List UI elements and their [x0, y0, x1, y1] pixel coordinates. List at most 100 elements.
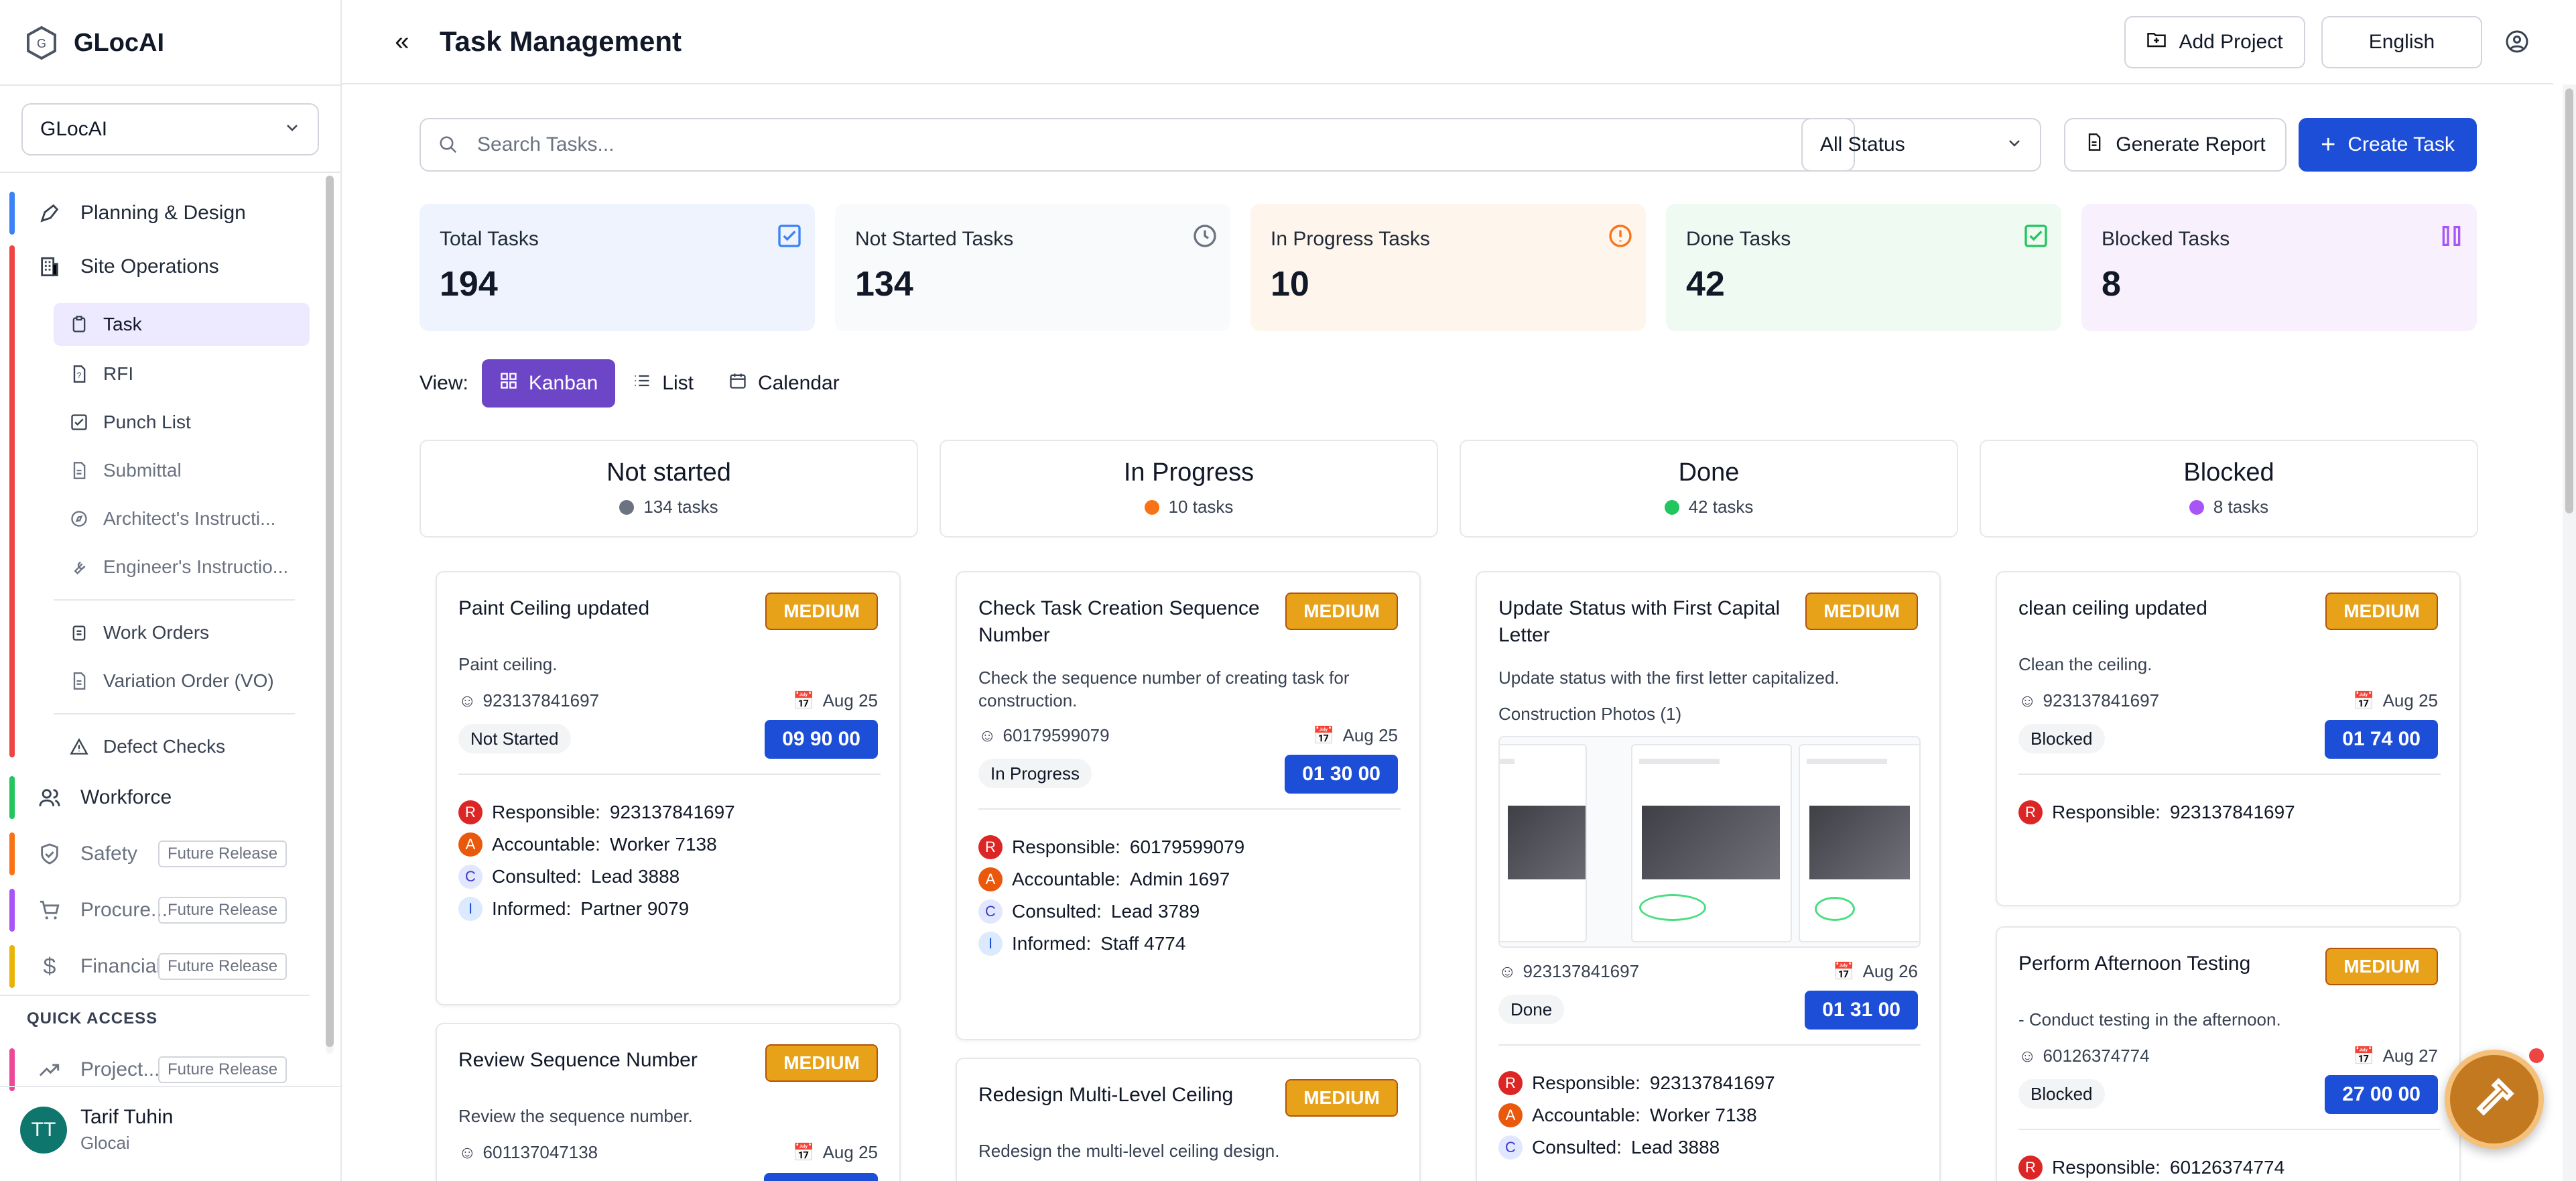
sidebar-subitem-defect-checks[interactable]: Defect Checks: [54, 725, 310, 768]
user-profile[interactable]: TT Tarif Tuhin Glocai: [20, 1106, 173, 1154]
calendar-icon: [728, 371, 747, 395]
header-scroll-gutter: [2553, 0, 2576, 84]
user-name: Tarif Tuhin: [80, 1106, 173, 1129]
assistant-fab-button[interactable]: [2445, 1050, 2544, 1149]
sidebar-subitem-rfi[interactable]: ? RFI: [54, 353, 310, 395]
annotation-circle: [1815, 897, 1855, 921]
consulted-badge: C: [458, 865, 482, 889]
task-card[interactable]: Update Status with First Capital Letter …: [1476, 571, 1941, 1181]
sidebar-item-label: Site Operations: [80, 255, 219, 278]
scrollbar-thumb[interactable]: [2565, 88, 2573, 513]
sidebar-subitem-task[interactable]: Task: [54, 303, 310, 346]
task-assignee: ☺ 923137841697: [458, 690, 599, 711]
task-card[interactable]: clean ceiling updated MEDIUM Clean the c…: [1996, 571, 2461, 906]
sidebar-item-financial[interactable]: $ Financial Future Release: [0, 945, 323, 988]
glocai-logo-icon: G: [24, 25, 59, 60]
task-due-date: 📅 Aug 25: [1313, 725, 1398, 746]
page-scrollbar[interactable]: [2563, 84, 2576, 1181]
photo-caption-line: [1807, 759, 1887, 764]
sidebar-item-procurement[interactable]: Procure... Future Release: [0, 889, 323, 932]
stat-label: Blocked Tasks: [2102, 228, 2457, 251]
stat-value: 10: [1271, 264, 1626, 304]
informed-badge: I: [978, 932, 1003, 956]
task-code-badge: 01 30 00: [1285, 755, 1398, 794]
photo-thumbnail[interactable]: [1498, 744, 1587, 942]
column-header-done: Done 42 tasks: [1460, 440, 1958, 538]
calendar-icon: 📅: [1833, 961, 1854, 982]
sidebar-subitem-work-orders[interactable]: Work Orders: [54, 611, 310, 654]
raci-value: Admin 1697: [1130, 869, 1230, 890]
task-due-date: 📅 Aug 25: [793, 1142, 878, 1163]
task-assignee: ☺ 923137841697: [2018, 690, 2159, 711]
view-list-button[interactable]: List: [615, 359, 711, 408]
avatar: TT: [20, 1107, 67, 1154]
status-dot: [2189, 500, 2204, 515]
raci-value: Lead 3888: [591, 866, 680, 887]
brand[interactable]: G GLocAI: [24, 24, 164, 62]
add-project-button[interactable]: Add Project: [2124, 16, 2305, 68]
due-date-text: Aug 26: [1863, 961, 1918, 982]
task-card[interactable]: Paint Ceiling updated MEDIUM Paint ceili…: [436, 571, 901, 1005]
photo-image: [1508, 806, 1587, 879]
assignee-phone: 60126374774: [2043, 1046, 2150, 1066]
scrollbar-thumb[interactable]: [326, 176, 334, 1047]
task-assignee: ☺ 601137047138: [458, 1142, 598, 1163]
sidebar-subitem-submittal[interactable]: Submittal: [54, 449, 310, 492]
sidebar-item-planning[interactable]: Planning & Design: [0, 192, 323, 235]
consulted-badge: C: [978, 899, 1003, 924]
main-content: Search Tasks... All Status Generate Repo…: [343, 86, 2561, 1181]
compass-icon: [68, 508, 90, 530]
create-task-button[interactable]: + Create Task: [2299, 118, 2477, 172]
sidebar-subitem-engineers-instructions[interactable]: Engineer's Instructio...: [54, 546, 310, 588]
view-calendar-button[interactable]: Calendar: [711, 359, 857, 408]
task-card[interactable]: Perform Afternoon Testing MEDIUM - Condu…: [1996, 926, 2461, 1181]
card-divider: [458, 773, 881, 775]
raci-label: Responsible:: [492, 802, 600, 823]
alert-triangle-icon: [68, 736, 90, 757]
nav-divider: [54, 713, 295, 714]
status-filter-select[interactable]: All Status: [1801, 118, 2041, 172]
sidebar-scrollbar[interactable]: [326, 176, 334, 1054]
sidebar-item-projects[interactable]: Project... Future Release: [0, 1048, 323, 1091]
accountable-badge: A: [1498, 1103, 1523, 1127]
view-label: View:: [420, 372, 468, 395]
status-dot: [1665, 500, 1679, 515]
view-kanban-button[interactable]: Kanban: [482, 359, 615, 408]
priority-badge: MEDIUM: [765, 1044, 878, 1082]
task-card[interactable]: Check Task Creation Sequence Number MEDI…: [956, 571, 1421, 1040]
sidebar-item-site-operations[interactable]: Site Operations: [0, 245, 323, 288]
photo-thumbnail[interactable]: [1799, 744, 1921, 942]
due-date-text: Aug 25: [2383, 690, 2438, 711]
task-due-date: 📅 Aug 25: [793, 690, 878, 711]
raci-label: Accountable:: [492, 834, 600, 855]
stat-label: Not Started Tasks: [855, 228, 1210, 251]
project-select[interactable]: GLocAI: [21, 103, 319, 156]
raci-value: 60179599079: [1130, 836, 1244, 858]
column-count-text: 134 tasks: [643, 497, 718, 517]
sidebar-item-workforce[interactable]: Workforce: [0, 776, 323, 819]
sidebar-item-safety[interactable]: Safety Future Release: [0, 832, 323, 875]
language-button[interactable]: English: [2321, 16, 2482, 68]
collapse-sidebar-icon[interactable]: «: [389, 28, 415, 55]
photo-thumbnail[interactable]: [1631, 744, 1792, 942]
task-card[interactable]: Redesign Multi-Level Ceiling MEDIUM Rede…: [956, 1058, 1421, 1181]
task-description: Clean the ceiling.: [2018, 653, 2441, 676]
raci-value: Lead 3789: [1111, 901, 1200, 922]
generate-report-button[interactable]: Generate Report: [2064, 118, 2287, 172]
check-square-icon: [776, 223, 803, 249]
task-card[interactable]: Review Sequence Number MEDIUM Review the…: [436, 1023, 901, 1181]
user-circle-icon[interactable]: [2505, 29, 2529, 54]
sidebar-subitem-variation-order[interactable]: Variation Order (VO): [54, 660, 310, 702]
column-title: Done: [1461, 458, 1957, 487]
informed-badge: I: [458, 897, 482, 921]
construction-photos[interactable]: [1498, 736, 1921, 948]
search-input[interactable]: Search Tasks...: [420, 118, 1855, 172]
task-due-date: 📅 Aug 25: [2353, 690, 2438, 711]
stat-value: 42: [1686, 264, 2041, 304]
sidebar-subitem-architects-instructions[interactable]: Architect's Instructi...: [54, 497, 310, 540]
sidebar-subitem-punch-list[interactable]: Punch List: [54, 401, 310, 444]
clipboard-list-icon: [68, 622, 90, 643]
file-text-icon: [68, 670, 90, 692]
raci-accountable: A Accountable: Admin 1697: [978, 867, 1230, 891]
pen-tool-icon: [36, 200, 63, 227]
